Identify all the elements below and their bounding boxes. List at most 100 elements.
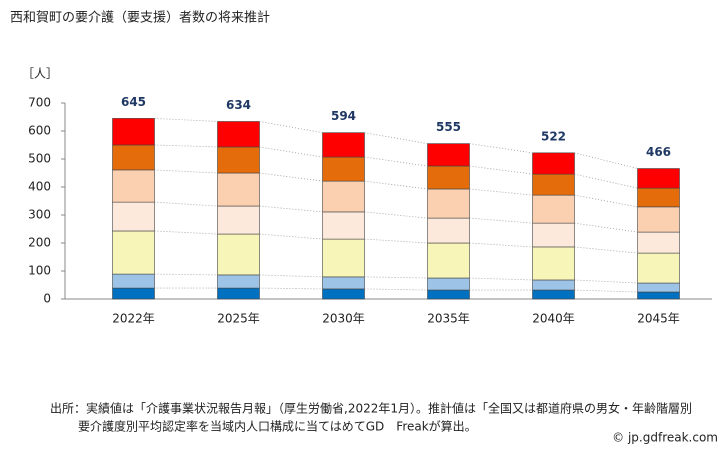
bar-segment <box>322 132 365 158</box>
connector-line <box>364 238 428 244</box>
bar-segment <box>637 168 680 189</box>
connector-line <box>574 194 638 208</box>
connector-line <box>364 156 428 167</box>
bar-segment <box>217 287 260 300</box>
connector-line <box>364 276 428 279</box>
connector-line <box>469 143 533 154</box>
connector-line <box>574 152 638 169</box>
y-tick-label: 700 <box>28 96 51 110</box>
bar-segment <box>322 180 365 213</box>
bar-segment <box>532 289 575 300</box>
connector-line <box>259 205 323 213</box>
connector-line <box>364 132 428 144</box>
bar-segment <box>112 144 155 171</box>
bar-segment <box>112 287 155 300</box>
x-tick-label: 2035年 <box>427 312 470 326</box>
connector-line <box>259 233 323 240</box>
bar-segment <box>427 289 470 300</box>
bar-segment <box>217 172 260 207</box>
connector-line <box>364 211 428 219</box>
bar-segment <box>427 143 470 167</box>
bar-segment <box>532 279 575 291</box>
y-tick-label: 100 <box>28 264 51 278</box>
total-label: 645 <box>121 95 146 109</box>
total-label: 634 <box>226 98 251 112</box>
y-tick-label: 400 <box>28 180 51 194</box>
total-label: 466 <box>646 145 671 159</box>
note: 出所：実績値は「介護事業状況報告月報」（厚生労働省,2022年1月）。推計値は「… <box>50 401 692 416</box>
connector-line <box>469 277 533 281</box>
connector-line <box>259 274 323 278</box>
credit: © jp.gdfreak.com <box>612 431 718 445</box>
connector-line <box>259 172 323 182</box>
bar-segment <box>637 187 680 208</box>
connector-line <box>469 165 533 175</box>
bar-segment <box>532 152 575 175</box>
total-label: 555 <box>436 120 461 134</box>
y-tick-label: 600 <box>28 124 51 138</box>
bar-segment <box>637 231 680 254</box>
connector-line <box>154 144 218 148</box>
connector-line <box>364 180 428 190</box>
x-tick-label: 2025年 <box>217 312 260 326</box>
connector-line <box>154 230 218 235</box>
note: 要介護度別平均認定率を当域内人口構成に当てはめてGD Freakが算出。 <box>78 419 477 434</box>
connector-line <box>469 242 533 248</box>
bar-segment <box>532 222 575 248</box>
bar-segment <box>217 146 260 174</box>
bar-segment <box>217 205 260 235</box>
connector-line <box>259 287 323 290</box>
connector-line <box>574 222 638 233</box>
x-tick-label: 2040年 <box>532 312 575 326</box>
bar-segment <box>322 211 365 240</box>
connector-line <box>469 188 533 196</box>
bar-segment <box>112 201 155 232</box>
bar-segment <box>427 188 470 219</box>
bar-segment <box>322 288 365 300</box>
connector-line <box>154 273 218 276</box>
bar-segment <box>322 238 365 278</box>
bar-segment <box>427 217 470 244</box>
total-label: 594 <box>331 109 356 123</box>
chart-title: 西和賀町の要介護（要支援）者数の将来推計 <box>10 10 270 26</box>
bar-segment <box>322 156 365 182</box>
bar-segment <box>637 291 680 300</box>
connector-line <box>259 121 323 134</box>
x-tick-label: 2030年 <box>322 312 365 326</box>
bar-segment <box>427 242 470 279</box>
connector-line <box>154 169 218 174</box>
connector-line <box>574 289 638 293</box>
bar-segment <box>532 246 575 281</box>
x-tick-label: 2022年 <box>112 312 155 326</box>
connector-line <box>574 246 638 254</box>
connector-line <box>259 146 323 158</box>
y-tick-label: 200 <box>28 236 51 250</box>
bar-segment <box>532 173 575 196</box>
bar-segment <box>637 206 680 233</box>
connector-line <box>154 201 218 207</box>
connector-line <box>574 279 638 284</box>
connector-line <box>364 288 428 291</box>
connector-line <box>154 118 218 122</box>
y-tick-label: 300 <box>28 208 51 222</box>
connector-line <box>574 173 638 189</box>
y-tick-label: 500 <box>28 152 51 166</box>
bar-segment <box>637 252 680 284</box>
bar-segment <box>112 118 155 146</box>
bar-segment <box>322 276 365 290</box>
bar-segment <box>217 233 260 276</box>
total-label: 522 <box>541 129 566 143</box>
x-tick-label: 2045年 <box>637 312 680 326</box>
bar-segment <box>112 273 155 289</box>
bar-segment <box>217 274 260 289</box>
bar-segment <box>217 121 260 148</box>
bar-segment <box>427 165 470 190</box>
y-axis-label: ［人］ <box>22 67 58 81</box>
connector-line <box>469 217 533 224</box>
y-tick-label: 0 <box>43 292 51 306</box>
bar-segment <box>112 230 155 275</box>
bar-segment <box>112 169 155 203</box>
bar-segment <box>637 282 680 293</box>
bar-segment <box>427 277 470 291</box>
